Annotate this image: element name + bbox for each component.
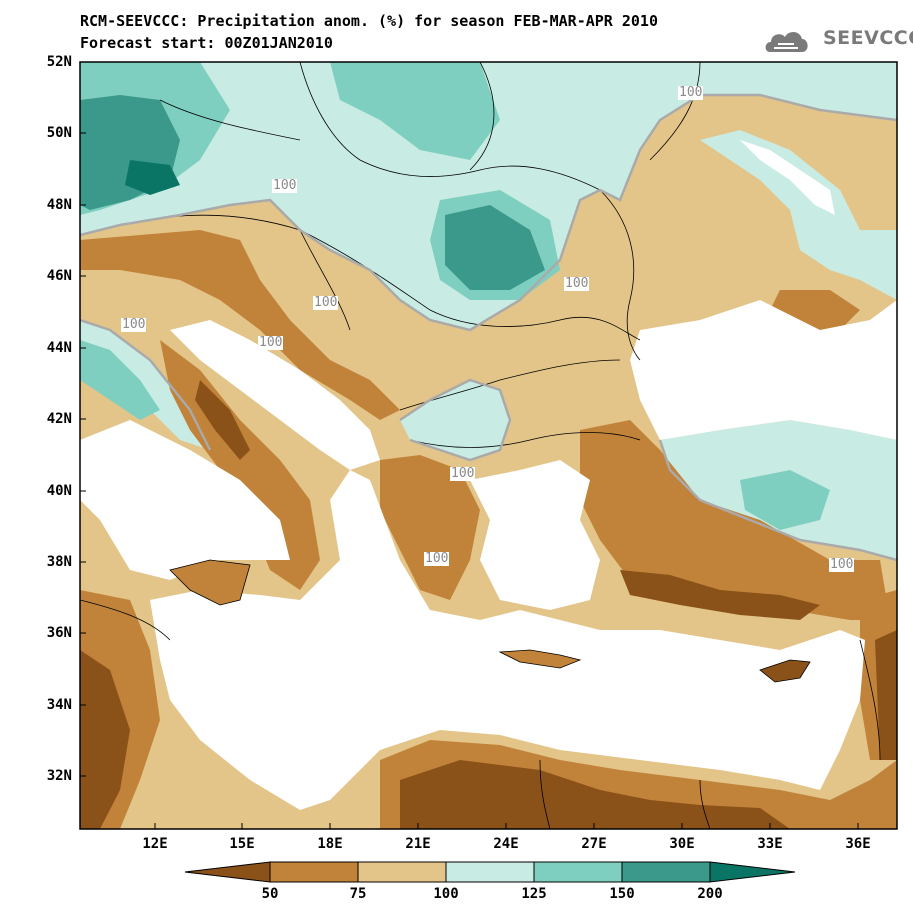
contour-label: 100: [564, 276, 590, 291]
colorbar-label: 75: [349, 886, 367, 902]
lat-label: 50N: [46, 125, 72, 141]
cloud-logo-icon: [765, 31, 808, 52]
wet-medium-italy: [80, 340, 160, 420]
contour-label: 100: [678, 85, 704, 100]
lon-label: 36E: [845, 836, 871, 852]
dnieper-reservoir: [740, 140, 835, 215]
colorbar-label: 125: [521, 886, 547, 902]
contour-label: 100: [313, 295, 339, 310]
dry-strong-levant: [875, 630, 897, 760]
colorbar-label: 100: [433, 886, 459, 902]
contour-label: 100: [272, 178, 298, 193]
lat-label: 38N: [46, 554, 72, 570]
colorbar-bin-100-125: [445, 861, 535, 883]
colorbar: [184, 861, 796, 883]
lat-label: 42N: [46, 411, 72, 427]
colorbar-arrow-left: [184, 861, 271, 883]
contour-label: 100: [829, 557, 855, 572]
lat-label: 44N: [46, 340, 72, 356]
lat-label: 40N: [46, 483, 72, 499]
colorbar-bin-150-200: [621, 861, 711, 883]
tyrrhenian-sea: [80, 420, 290, 580]
lon-label: 21E: [405, 836, 431, 852]
dry-strong-africa: [80, 650, 130, 829]
aegean-sea: [470, 460, 600, 610]
contour-label: 100: [424, 551, 450, 566]
lat-label: 34N: [46, 697, 72, 713]
forecast-start: Forecast start: 00Z01JAN2010: [80, 34, 333, 52]
lon-label: 24E: [493, 836, 519, 852]
black-sea: [630, 300, 897, 440]
dry-greece: [380, 455, 480, 600]
dry-strong-anatolia: [620, 570, 820, 620]
contour-label: 100: [450, 466, 476, 481]
logo-text: SEEVCCC: [823, 27, 913, 49]
lon-label: 18E: [317, 836, 343, 852]
lat-label: 52N: [46, 54, 72, 70]
wet-strong-carpathia: [445, 205, 545, 290]
dry-strong-italy: [195, 380, 250, 460]
dry-anatolia: [580, 420, 890, 620]
dry-strong-libya: [400, 760, 790, 829]
lon-label: 30E: [669, 836, 695, 852]
cyprus-island: [759, 659, 811, 683]
sicily-island: [169, 559, 251, 606]
colorbar-label: 200: [697, 886, 723, 902]
map-title: RCM-SEEVCCC: Precipitation anom. (%) for…: [80, 12, 658, 30]
wet-zone-balkan: [400, 380, 510, 460]
colorbar-arrow-right: [709, 861, 796, 883]
contour-label: 100: [258, 335, 284, 350]
wet-zone-ukraine: [700, 130, 897, 300]
map-frame: [79, 61, 898, 830]
adriatic-sea: [170, 320, 380, 470]
mediterranean-sea: [150, 470, 865, 810]
crete-island: [498, 649, 582, 669]
lon-label: 27E: [581, 836, 607, 852]
colorbar-bin-50-75: [269, 861, 359, 883]
contour-label: 100: [121, 317, 147, 332]
colorbar-label: 150: [609, 886, 635, 902]
wet-extreme-west: [125, 160, 180, 195]
wet-medium-anatolia: [740, 470, 830, 530]
lat-label: 46N: [46, 268, 72, 284]
colorbar-bin-125-150: [533, 861, 623, 883]
lat-label: 36N: [46, 625, 72, 641]
axis-ticks: [80, 61, 859, 829]
lat-label: 48N: [46, 197, 72, 213]
wet-medium-north: [330, 62, 500, 160]
lon-label: 15E: [229, 836, 255, 852]
dry-alps: [80, 230, 400, 420]
lat-label: 32N: [46, 768, 72, 784]
colorbar-label: 50: [261, 886, 279, 902]
lon-label: 12E: [142, 836, 168, 852]
contour-100: [80, 93, 897, 562]
colorbar-bin-75-100: [357, 861, 447, 883]
lon-label: 33E: [757, 836, 783, 852]
